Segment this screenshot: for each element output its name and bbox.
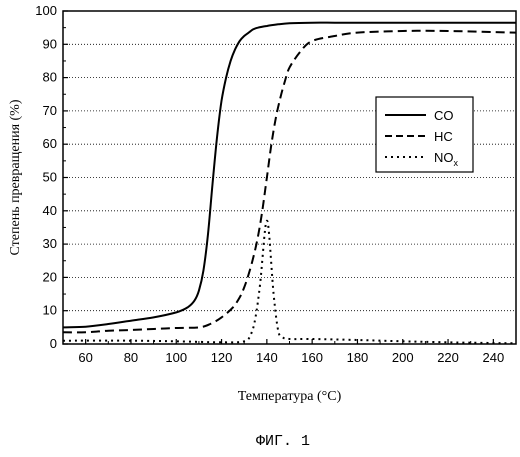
y-tick-label-20: 20 bbox=[43, 269, 57, 284]
legend-label-co: CO bbox=[434, 108, 454, 123]
x-tick-label-120: 120 bbox=[211, 350, 233, 365]
series-line-co bbox=[62, 21, 516, 329]
legend-label-nox-main: NO bbox=[434, 150, 454, 165]
y-tick-label-70: 70 bbox=[43, 103, 57, 118]
y-tick-label-80: 80 bbox=[43, 70, 57, 85]
series-line-hc bbox=[62, 29, 517, 334]
x-tick-label-180: 180 bbox=[347, 350, 369, 365]
legend: CO HC NOx bbox=[375, 96, 474, 173]
figure-caption: ФИГ. 1 bbox=[256, 433, 310, 450]
x-tick-label-140: 140 bbox=[256, 350, 278, 365]
y-axis-label: Степень превращения (%) bbox=[8, 99, 23, 255]
y-tick-label-40: 40 bbox=[43, 203, 57, 218]
legend-box bbox=[375, 96, 474, 173]
x-tick-label-60: 60 bbox=[78, 350, 92, 365]
y-tick-label-90: 90 bbox=[43, 36, 57, 51]
grid-lines bbox=[63, 43, 516, 312]
x-tick-label-200: 200 bbox=[392, 350, 414, 365]
y-tick-label-60: 60 bbox=[43, 136, 57, 151]
x-tick-label-240: 240 bbox=[482, 350, 504, 365]
legend-label-nox: NOx bbox=[434, 150, 459, 168]
x-tick-label-220: 220 bbox=[437, 350, 459, 365]
axis-ticks: 0 10 20 30 40 50 60 70 80 90 100 60 80 100 120 140 160 18… bbox=[35, 3, 517, 365]
x-axis-label: Температура (°C) bbox=[238, 389, 342, 404]
series-line-nox bbox=[62, 219, 517, 345]
legend-label-hc: HC bbox=[434, 129, 453, 144]
x-tick-label-100: 100 bbox=[165, 350, 187, 365]
y-tick-label-50: 50 bbox=[43, 170, 57, 185]
x-tick-label-160: 160 bbox=[301, 350, 323, 365]
series-lines bbox=[62, 21, 517, 345]
y-tick-label-0: 0 bbox=[50, 336, 57, 351]
y-tick-label-30: 30 bbox=[43, 236, 57, 251]
plot-frame bbox=[62, 10, 517, 345]
y-tick-label-100: 100 bbox=[35, 3, 57, 18]
y-tick-label-10: 10 bbox=[43, 303, 57, 318]
x-tick-label-80: 80 bbox=[124, 350, 138, 365]
legend-label-nox-subscript: x bbox=[454, 158, 459, 168]
